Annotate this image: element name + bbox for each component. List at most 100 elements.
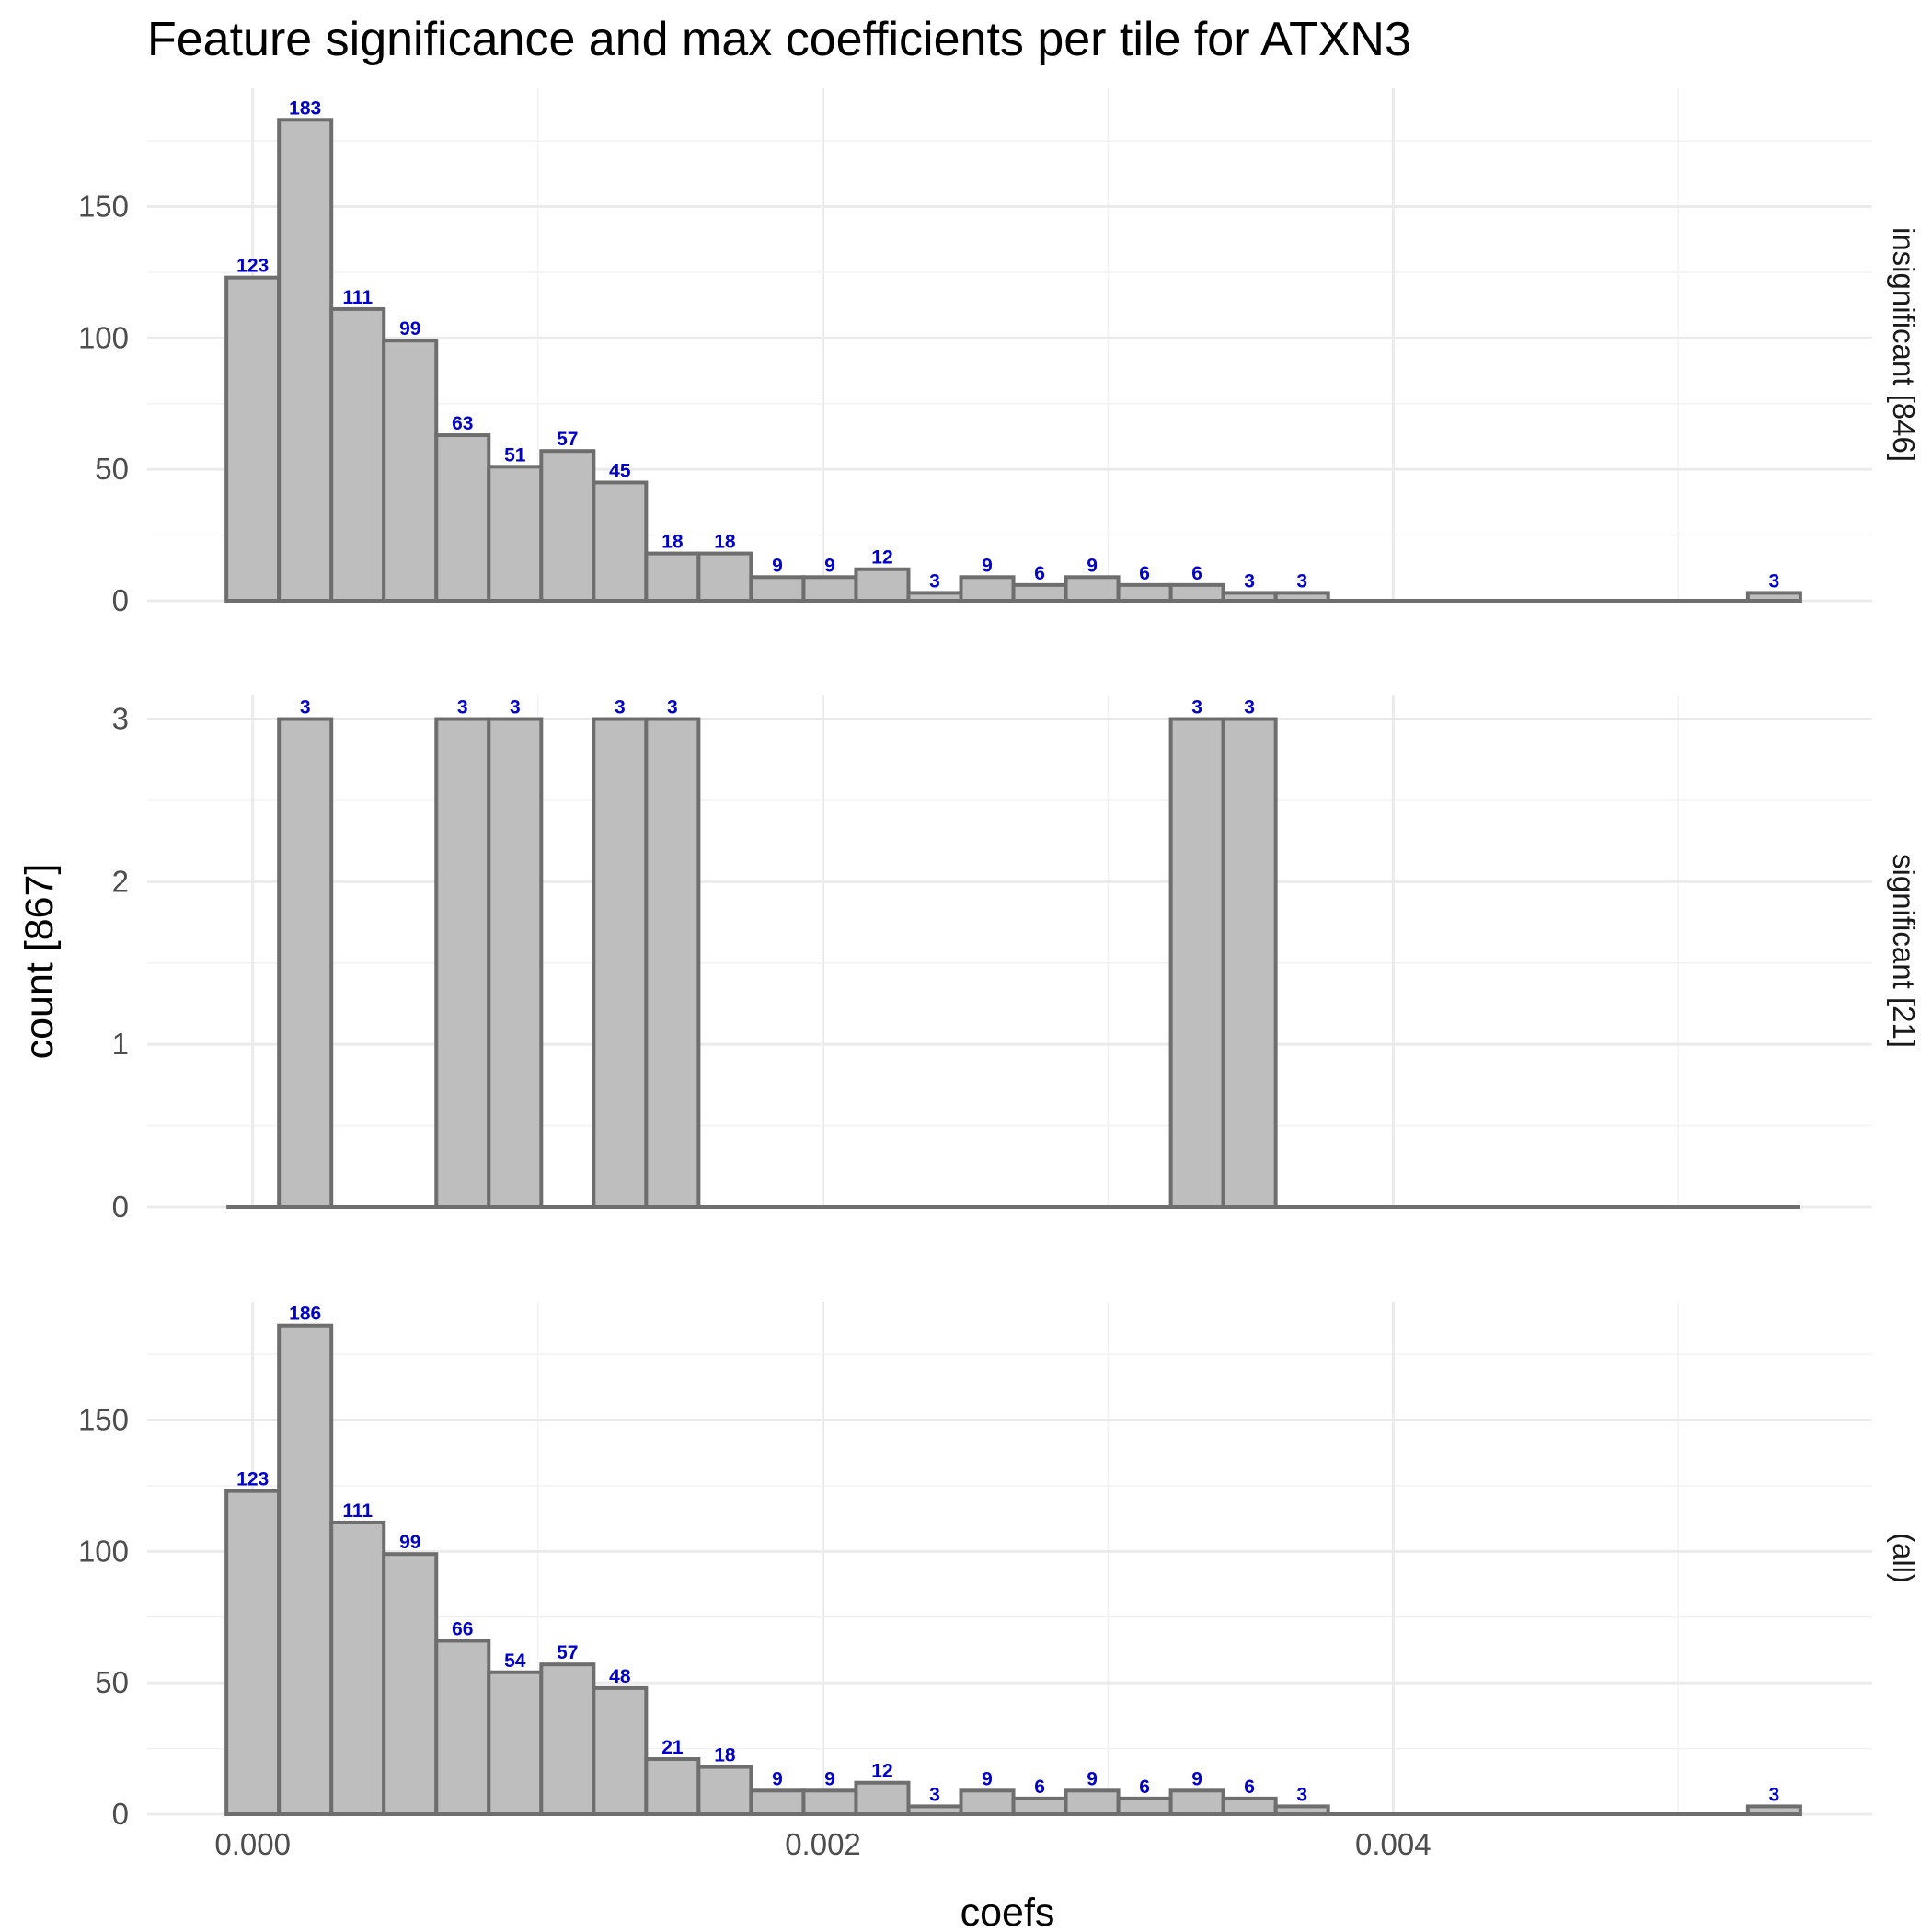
histogram-bar	[801, 1788, 858, 1817]
bar-count-label: 111	[342, 287, 373, 308]
bar-count-label: 63	[452, 413, 473, 434]
bar-count-label: 6	[1139, 1777, 1150, 1798]
histogram-bar	[644, 1757, 701, 1816]
bar-count-label: 12	[871, 1761, 892, 1782]
bar-count-label: 18	[714, 532, 736, 553]
histogram-bar	[329, 1520, 386, 1816]
bar-count-label: 186	[289, 1304, 321, 1325]
bar-count-label: 3	[667, 697, 678, 719]
bar-count-label: 9	[1087, 1768, 1098, 1789]
histogram-bar	[539, 449, 596, 603]
facet-strip-label: (all)	[1887, 1533, 1921, 1583]
facet-panel-2: 0 1 2 3 3 3 3 3 3 3 3 significant [21]	[112, 695, 1921, 1224]
histogram-bar	[277, 1323, 334, 1816]
y-tick-label: 0	[112, 1190, 129, 1224]
bar-count-label: 3	[929, 570, 940, 592]
y-tick-label: 1	[112, 1027, 129, 1061]
bar-count-label: 66	[452, 1618, 473, 1639]
histogram-bar	[959, 575, 1016, 603]
x-tick-label: 0.004	[1355, 1827, 1432, 1861]
histogram-bar	[696, 1765, 753, 1816]
y-tick-label: 150	[78, 1403, 129, 1437]
histogram-bar	[434, 1639, 491, 1816]
histogram-bar	[1168, 582, 1225, 603]
facet-strip-label: insignificant [846]	[1887, 227, 1921, 462]
histogram-bar	[1064, 1788, 1121, 1817]
bar-count-label: 6	[1191, 563, 1202, 584]
bar-count-label: 9	[982, 555, 993, 576]
y-tick-label: 2	[112, 864, 129, 898]
bar-count-label: 3	[1296, 570, 1307, 592]
histogram-bar	[1168, 1788, 1225, 1817]
histogram-bar	[1011, 1796, 1068, 1817]
histogram-bar	[801, 575, 858, 603]
histogram-bar	[749, 1788, 806, 1817]
x-axis-label: coefs	[960, 1891, 1055, 1932]
bar-count-label: 123	[236, 1469, 269, 1490]
histogram-bar	[1168, 717, 1225, 1209]
bar-count-label: 3	[1244, 570, 1255, 592]
bar-count-label: 9	[1191, 1768, 1202, 1789]
bar-count-label: 18	[714, 1745, 736, 1766]
histogram-bar	[749, 575, 806, 603]
histogram-bar	[224, 1489, 282, 1816]
bar-count-label: 57	[557, 429, 578, 450]
y-tick-label: 150	[78, 190, 129, 224]
bar-count-label: 3	[510, 697, 521, 719]
histogram-bar	[434, 717, 491, 1209]
bar-count-label: 3	[1769, 570, 1780, 592]
histogram-bar	[1011, 582, 1068, 603]
chart-title: Feature significance and max coefficient…	[147, 13, 1411, 66]
y-tick-label: 100	[78, 1534, 129, 1568]
histogram-bar	[1221, 1796, 1278, 1817]
histogram-bar	[854, 567, 911, 604]
bar-count-label: 6	[1034, 563, 1045, 584]
histogram-bar	[487, 465, 544, 604]
bar-count-label: 183	[289, 98, 321, 119]
bar-count-label: 3	[1191, 697, 1202, 719]
facet-strip-label: significant [21]	[1887, 854, 1921, 1048]
bar-count-label: 9	[982, 1768, 993, 1789]
histogram-bar	[329, 306, 386, 603]
y-axis-label: count [867]	[17, 864, 62, 1060]
y-tick-label: 0	[112, 1797, 129, 1831]
bar-count-label: 48	[609, 1666, 631, 1687]
histogram-bar	[382, 339, 439, 603]
y-tick-label: 50	[95, 1665, 129, 1699]
histogram-bar	[644, 717, 701, 1209]
histogram-bar	[1116, 1796, 1173, 1817]
bar-count-label: 6	[1244, 1777, 1255, 1798]
histogram-bar	[277, 717, 334, 1209]
histogram-bar	[277, 118, 334, 603]
histogram-bar	[487, 717, 544, 1209]
histogram-bar	[644, 551, 701, 603]
x-tick-label: 0.002	[785, 1827, 861, 1861]
bar-count-label: 3	[300, 697, 311, 719]
histogram-bar	[592, 717, 649, 1209]
bar-count-label: 6	[1034, 1777, 1045, 1798]
histogram-bar	[224, 275, 282, 603]
histogram-bar	[1064, 575, 1121, 603]
bar-count-label: 9	[772, 555, 783, 576]
bar-count-label: 57	[557, 1642, 578, 1663]
bar-count-label: 3	[1296, 1784, 1307, 1805]
histogram-bar	[382, 1552, 439, 1816]
histogram-bar	[592, 1685, 649, 1817]
bar-count-label: 6	[1139, 563, 1150, 584]
bar-count-label: 3	[1244, 697, 1255, 719]
bar-count-label: 9	[772, 1768, 783, 1789]
y-tick-label: 50	[95, 452, 129, 486]
bar-count-label: 3	[929, 1784, 940, 1805]
histogram-bar	[487, 1670, 544, 1817]
bar-count-label: 54	[504, 1650, 526, 1672]
histogram-bar	[1116, 582, 1173, 603]
bar-count-label: 9	[824, 1768, 835, 1789]
y-tick-label: 0	[112, 583, 129, 617]
bar-count-label: 3	[1769, 1784, 1780, 1805]
bar-count-label: 3	[615, 697, 626, 719]
histogram-bar	[1221, 717, 1278, 1209]
